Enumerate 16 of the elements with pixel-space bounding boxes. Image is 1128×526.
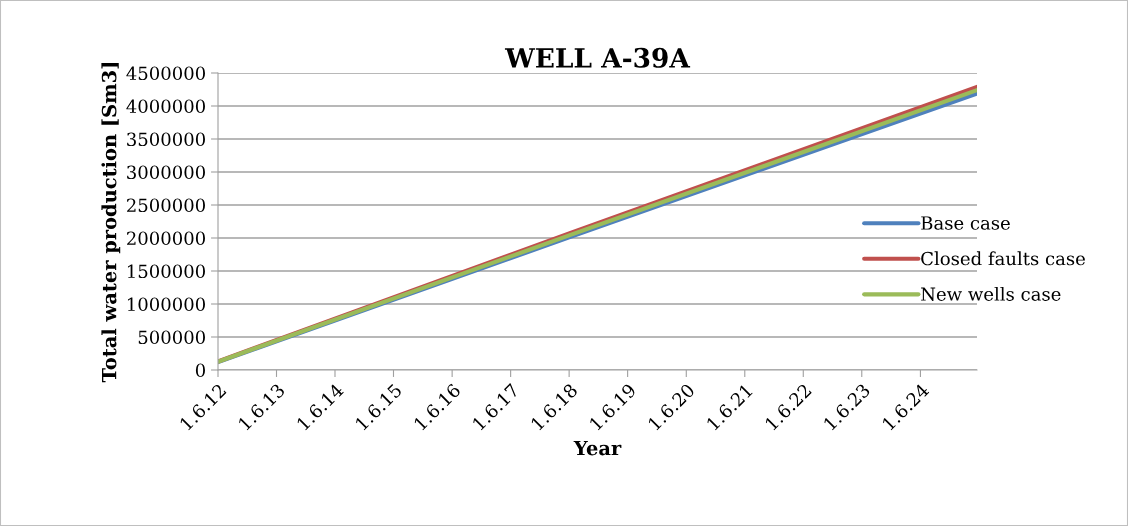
chart-title: WELL A-39A — [504, 47, 691, 68]
x-axis-title: Year — [573, 440, 622, 456]
y-tick-label: 4500000 — [126, 66, 205, 81]
legend-label: Base case — [921, 216, 1010, 230]
y-tick-label: 0 — [195, 363, 205, 378]
y-tick-label: 2500000 — [127, 198, 205, 213]
y-tick-label: 500000 — [138, 330, 205, 345]
y-axis-title: Total water production [Sm3] — [101, 63, 121, 383]
y-tick-label: 1000000 — [127, 297, 205, 312]
y-tick-label: 4000000 — [126, 99, 205, 114]
y-tick-label: 1500000 — [127, 264, 205, 279]
y-tick-label: 3500000 — [127, 132, 205, 147]
legend-label: New wells case — [921, 286, 1061, 301]
y-tick-label: 2000000 — [127, 231, 205, 246]
legend-label: Closed faults case — [921, 251, 1085, 266]
y-tick-label: 3000000 — [127, 165, 205, 180]
